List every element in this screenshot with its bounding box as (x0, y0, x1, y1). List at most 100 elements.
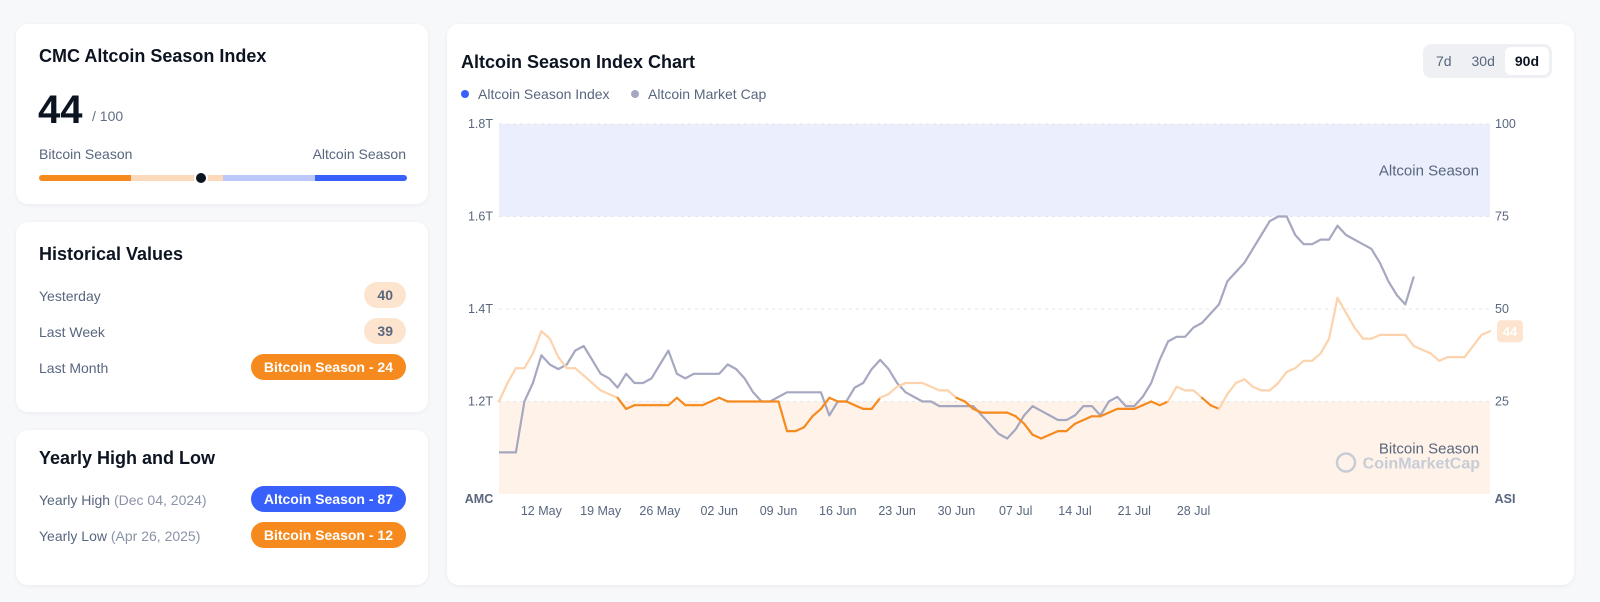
altcoin-season-index-segment (1234, 378, 1246, 385)
altcoin-season-index-segment (1421, 348, 1432, 355)
x-axis-tick: 21 Jul (1118, 504, 1151, 518)
bitcoin-season-zone-label: Bitcoin Season (1379, 441, 1479, 458)
altcoin-season-index-segment (1192, 389, 1204, 399)
yearly-high-low-card: Yearly High and Low Yearly High (Dec 04,… (16, 430, 428, 585)
legend-item-altcoin-market-cap[interactable]: Altcoin Market Cap (631, 86, 766, 102)
yesterday-value-badge: 40 (364, 282, 406, 308)
altcoin-season-index-segment (1226, 381, 1238, 396)
altcoin-season-index-segment (1438, 356, 1449, 362)
legend-label-amc: Altcoin Market Cap (648, 86, 767, 102)
gauge-segment-altcoin-light (223, 175, 315, 181)
altcoin-season-index-segment (675, 396, 687, 407)
altcoin-season-index-segment (1480, 330, 1492, 336)
yearly-low-label: Yearly Low (39, 528, 107, 544)
chart-card: Altcoin Season Index Chart 7d 30d 90d Al… (447, 24, 1574, 585)
altcoin-season-index-segment (582, 374, 594, 385)
legend-dot-gray-icon (631, 90, 639, 98)
yearly-low-badge: Bitcoin Season - 12 (250, 522, 406, 548)
bitcoin-season-zone (499, 401, 1490, 494)
last-week-value-badge: 39 (364, 318, 406, 344)
x-axis-tick: 16 Jun (819, 504, 857, 518)
altcoin-season-index-segment (896, 381, 907, 388)
altcoin-season-index-segment (523, 352, 535, 370)
altcoin-season-index-segment (845, 400, 856, 407)
yearly-low-row-label: Yearly Low (Apr 26, 2025) (39, 528, 200, 544)
altcoin-season-index-segment (1209, 404, 1221, 410)
altcoin-season-index-segment (718, 396, 729, 403)
yearly-high-row-label: Yearly High (Dec 04, 2024) (39, 492, 207, 508)
index-value: 44 (38, 88, 83, 132)
altcoin-season-index-segment (1310, 352, 1322, 362)
altcoin-season-index-segment (1014, 415, 1026, 425)
altcoin-season-index-segment (540, 330, 551, 340)
tab-30d[interactable]: 30d (1471, 53, 1495, 69)
yearly-high-date: (Dec 04, 2024) (113, 492, 207, 508)
altcoin-season-index-segment (1294, 359, 1305, 370)
coinmarketcap-logo-icon (1335, 452, 1357, 473)
altcoin-season-index-segment (887, 385, 899, 396)
tab-7d[interactable]: 7d (1435, 53, 1452, 69)
altcoin-season-index-segment (1158, 400, 1170, 407)
altcoin-season-index-segment (819, 396, 831, 410)
x-axis-tick: 26 May (639, 504, 681, 518)
altcoin-season-index-segment (1251, 385, 1263, 392)
right-axis-tick: 75 (1495, 210, 1509, 224)
altcoin-season-index-segment (1404, 333, 1415, 348)
altcoin-season-index-segment (574, 367, 585, 377)
altcoin-season-index-segment (1006, 411, 1017, 418)
legend-item-altcoin-season-index[interactable]: Altcoin Season Index (461, 86, 610, 102)
altcoin-season-index-segment (1073, 418, 1085, 425)
altcoin-season-index-segment (794, 426, 805, 433)
altcoin-market-cap-line (499, 215, 1415, 454)
altcoin-season-index-segment (701, 400, 712, 407)
left-axis-tick: 1.2T (468, 395, 493, 409)
altcoin-season-index-segment (1268, 381, 1280, 392)
yearly-high-badge: Altcoin Season - 87 (250, 486, 406, 512)
gauge-knob (193, 171, 208, 185)
altcoin-season-index-segment (1039, 433, 1051, 440)
altcoin-season-index-segment (1022, 422, 1034, 436)
altcoin-season-index-segment (557, 356, 568, 370)
altcoin-season-label: Altcoin Season (312, 146, 406, 162)
left-axis-tick: 1.4T (468, 302, 493, 316)
last-value-badge-bg (1497, 320, 1523, 343)
index-max: / 100 (92, 108, 124, 124)
altcoin-season-index-segment (591, 381, 602, 392)
altcoin-season-index-segment (1285, 367, 1297, 373)
coinmarketcap-watermark: CoinMarketCap (1335, 452, 1480, 473)
last-value-badge: 44 (1497, 320, 1523, 343)
x-axis-tick: 12 May (521, 504, 563, 518)
altcoin-season-index-segment (853, 404, 865, 410)
altcoin-season-index-segment (1277, 370, 1288, 385)
altcoin-season-index-segment (1243, 378, 1254, 388)
altcoin-season-index-segment (1065, 422, 1077, 433)
chart-title: Altcoin Season Index Chart (461, 52, 696, 72)
altcoin-season-index-segment (1471, 333, 1483, 348)
altcoin-season-index-segment (1048, 430, 1060, 436)
x-axis-tick: 09 Jun (760, 504, 798, 518)
altcoin-season-index-segment (811, 407, 822, 418)
altcoin-season-index-segment (709, 396, 721, 403)
timeframe-tabs: 7d 30d 90d (1422, 44, 1552, 78)
altcoin-season-index-segment (1412, 344, 1424, 351)
altcoin-season-index-segment (625, 404, 636, 410)
altcoin-season-index-segment (1217, 393, 1229, 410)
altcoin-season-index-segment (548, 337, 560, 359)
last-week-label: Last Week (39, 324, 105, 340)
last-value-badge-text: 44 (1503, 324, 1518, 339)
x-axis-tick: 07 Jul (999, 504, 1032, 518)
yearly-low-date: (Apr 26, 2025) (110, 528, 201, 544)
altcoin-season-chart: Altcoin Season Bitcoin Season CoinMarket… (465, 117, 1523, 518)
altcoin-season-index-segment (1327, 296, 1339, 340)
right-axis-tick: 100 (1495, 117, 1516, 131)
x-axis-tick: 23 Jun (878, 504, 916, 518)
tab-90d[interactable]: 90d (1504, 47, 1549, 75)
altcoin-season-index-segment (497, 381, 509, 403)
left-axis-title: AMC (465, 492, 493, 506)
gauge-segment-bitcoin-strong (39, 175, 131, 181)
altcoin-season-index-segment (802, 415, 814, 429)
altcoin-season-index-segment (599, 389, 611, 396)
altcoin-season-index-segment (1319, 337, 1331, 355)
yearly-high-label: Yearly High (39, 492, 111, 508)
bitcoin-season-label: Bitcoin Season (39, 146, 133, 162)
